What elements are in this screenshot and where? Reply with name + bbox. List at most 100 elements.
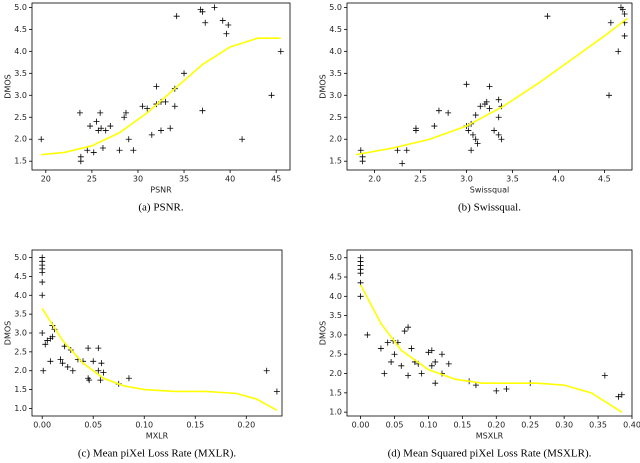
point — [125, 136, 132, 143]
x-tick-label: 0.20 — [487, 421, 505, 430]
y-tick-label: 2.0 — [329, 369, 342, 378]
point — [432, 380, 439, 387]
point — [357, 270, 364, 277]
y-tick-label: 2.5 — [14, 113, 27, 122]
point — [428, 347, 435, 354]
point — [57, 356, 64, 363]
point — [98, 360, 105, 367]
point — [357, 293, 364, 300]
point — [601, 372, 608, 379]
point — [167, 125, 174, 132]
point — [49, 333, 56, 340]
subplot: 0.00 0.05 0.10 0.15 0.20 1.0 1.5 2.0 2.5 3.0 3.5 4.… — [4, 249, 283, 460]
y-tick-label: 3.0 — [329, 330, 342, 339]
point — [239, 136, 246, 143]
fit-curve — [356, 17, 628, 156]
point — [465, 127, 472, 134]
x-tick-label: 0.05 — [386, 421, 404, 430]
point — [97, 377, 104, 384]
x-tick-label: 0.20 — [237, 421, 255, 430]
y-tick-label: 1.5 — [329, 157, 342, 166]
point — [95, 345, 102, 352]
point — [493, 387, 500, 394]
point — [211, 4, 218, 11]
x-tick-label: 2.5 — [414, 175, 427, 184]
x-tick-label: 0.15 — [453, 421, 471, 430]
x-tick-label: 40 — [225, 175, 235, 184]
x-axis-label: Swissqual — [470, 186, 509, 195]
point — [384, 339, 391, 346]
y-tick-label: 1.5 — [329, 388, 342, 397]
point — [377, 345, 384, 352]
point — [606, 92, 613, 99]
point — [439, 351, 445, 358]
point — [268, 92, 275, 99]
y-tick-label: 5.0 — [329, 3, 342, 12]
caption: (a) PSNR. — [138, 202, 183, 214]
point — [495, 131, 502, 138]
x-axis-label: MXLR — [146, 432, 169, 441]
point — [364, 331, 371, 338]
point — [39, 279, 46, 286]
y-tick-label: 1.5 — [14, 157, 27, 166]
point — [40, 367, 47, 374]
point — [173, 13, 180, 20]
y-tick-label: 5.0 — [329, 253, 342, 262]
point — [621, 10, 628, 17]
y-tick-label: 3.0 — [329, 91, 342, 100]
point — [39, 269, 46, 276]
point — [486, 83, 493, 90]
plot-frame — [31, 2, 291, 171]
point — [477, 103, 484, 110]
point — [425, 349, 432, 356]
x-tick-label: 0.30 — [555, 421, 573, 430]
x-tick-label: 0.10 — [420, 421, 438, 430]
point — [39, 330, 46, 336]
point — [357, 147, 364, 154]
point — [225, 21, 232, 28]
point — [544, 13, 551, 20]
point — [102, 127, 109, 134]
x-tick-label: 0.05 — [84, 421, 102, 430]
point — [100, 369, 107, 376]
point — [144, 105, 151, 112]
x-tick-label: 3.0 — [460, 175, 473, 184]
point — [47, 358, 54, 365]
point — [69, 367, 76, 374]
y-tick-label: 2.0 — [14, 366, 27, 375]
point — [398, 362, 405, 369]
point — [98, 125, 105, 132]
y-axis-label: DMOS — [319, 74, 328, 98]
point — [503, 385, 510, 392]
y-axis-label: DMOS — [4, 74, 13, 98]
caption: (b) Swissqual. — [458, 202, 521, 214]
point — [44, 337, 51, 344]
point — [86, 377, 93, 384]
point — [130, 147, 137, 154]
point — [39, 292, 46, 299]
x-tick-label: 0.00 — [33, 421, 51, 430]
caption: (c) Mean piXel Loss Rate (MXLR). — [78, 448, 236, 460]
point — [401, 328, 408, 335]
fit-curve — [41, 308, 278, 412]
point — [219, 17, 226, 24]
point — [202, 19, 209, 26]
y-tick-label: 3.5 — [329, 69, 342, 78]
point — [445, 109, 452, 116]
point — [483, 98, 490, 105]
point — [469, 131, 476, 138]
y-tick-label: 3.5 — [329, 311, 342, 320]
point — [273, 388, 280, 395]
point — [399, 160, 406, 167]
point — [618, 391, 625, 398]
point — [95, 367, 102, 374]
subplot: 20 25 30 35 40 45 1.5 2.0 2.5 3.0 3.5 4.0 4.5 5.0 PSNR… — [4, 2, 291, 214]
fit-curve — [41, 37, 281, 156]
x-tick-label: 0.00 — [352, 421, 370, 430]
point — [431, 123, 438, 130]
point — [199, 107, 206, 114]
x-tick-label: 25 — [87, 175, 97, 184]
x-tick-label: 30 — [133, 175, 143, 184]
point — [412, 125, 419, 132]
y-tick-label: 4.5 — [14, 25, 27, 34]
